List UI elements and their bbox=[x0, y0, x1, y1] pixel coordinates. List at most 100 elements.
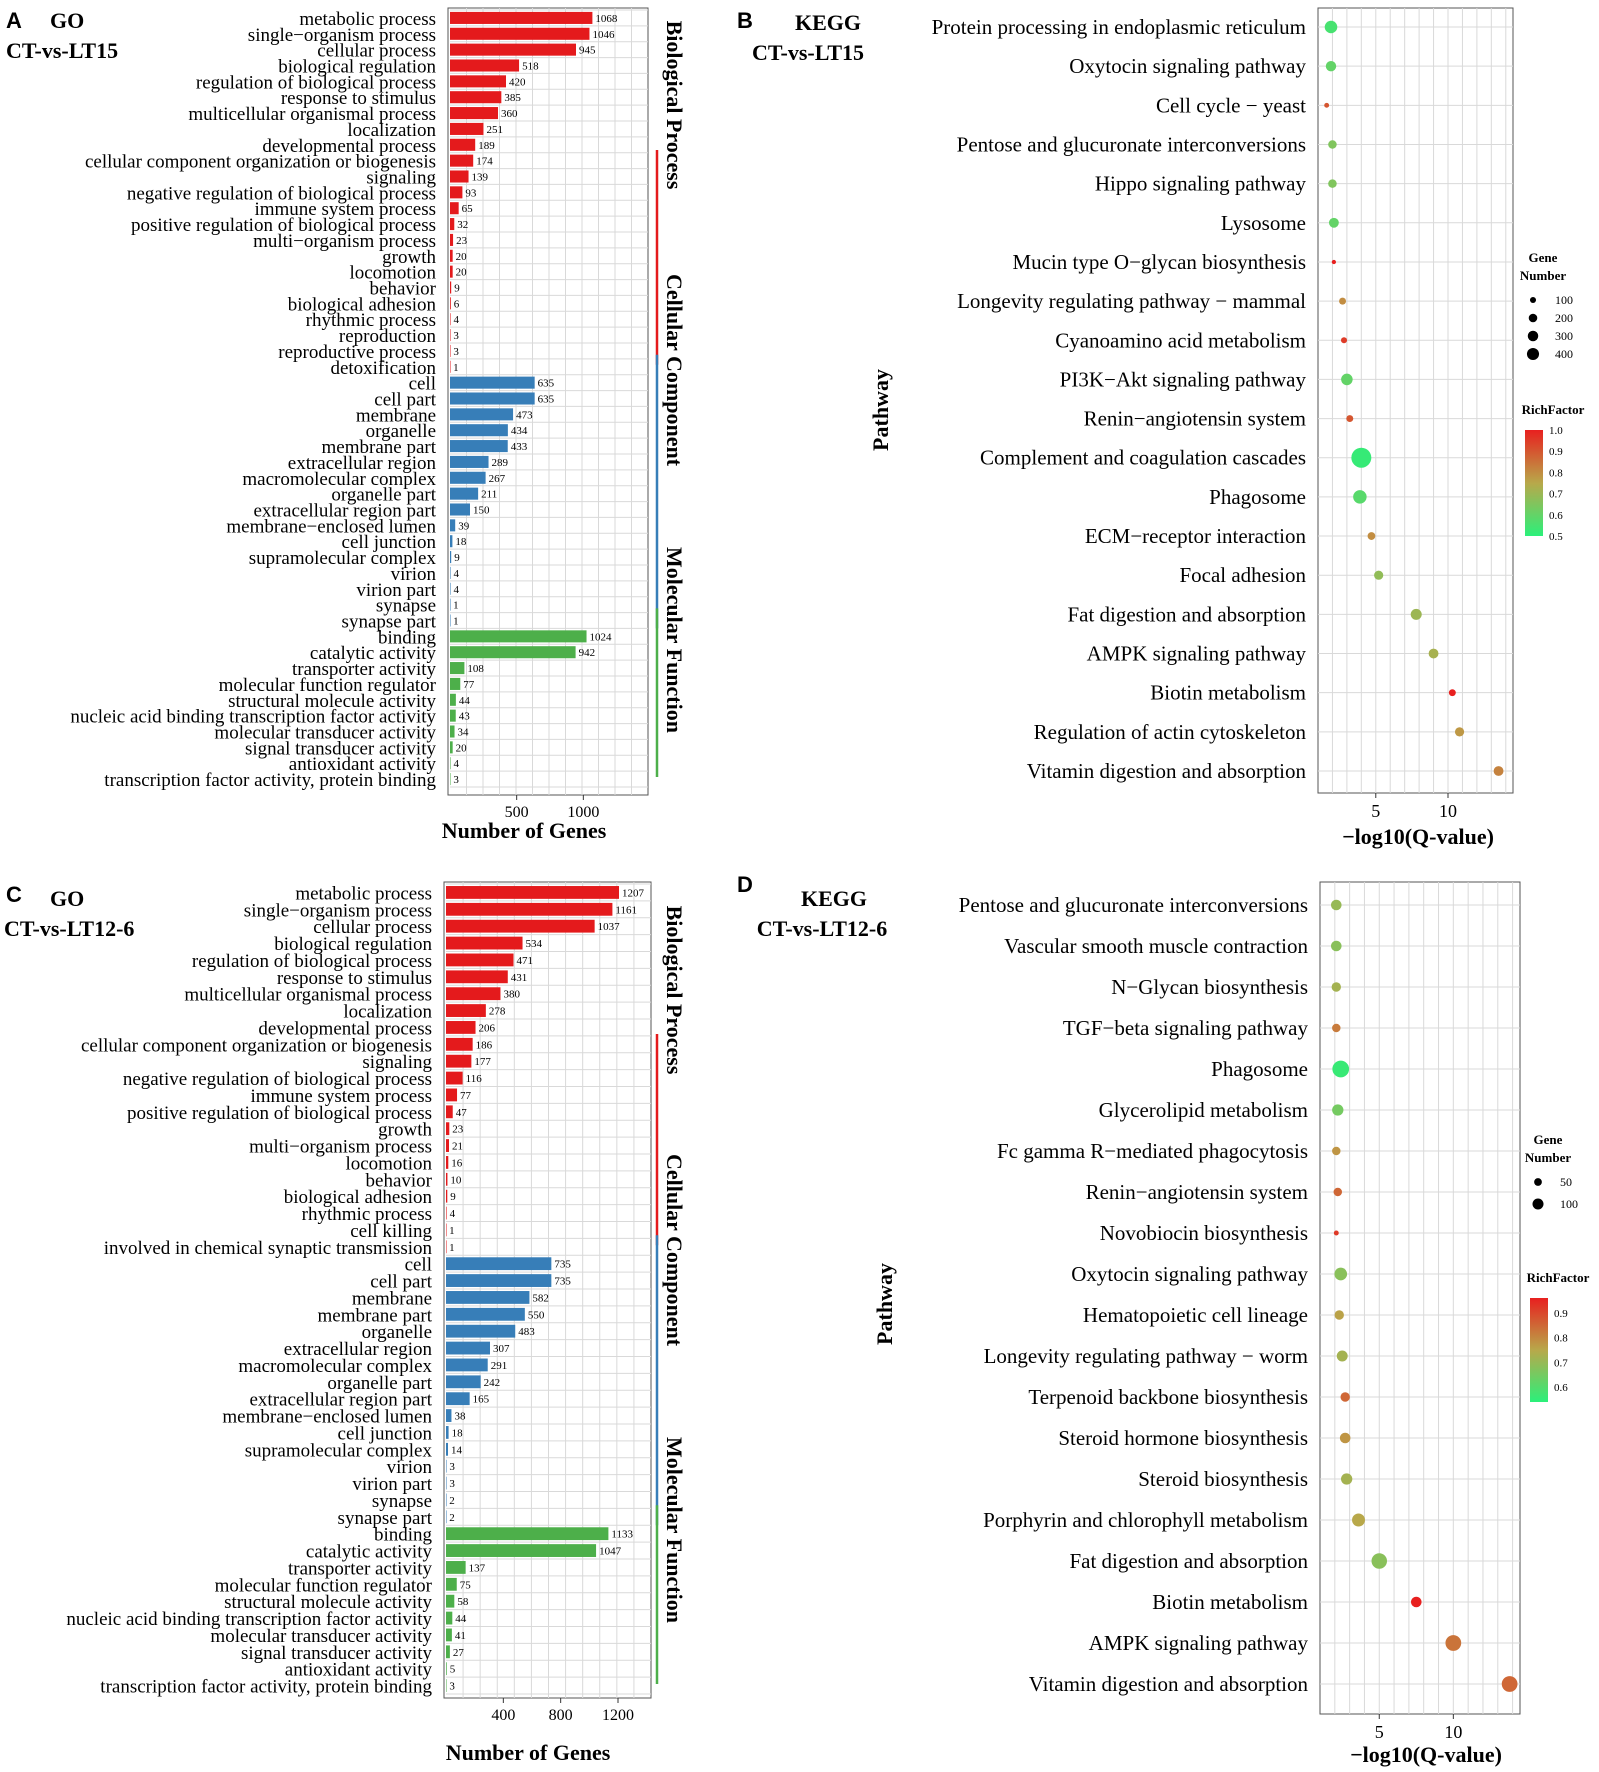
panel-b-y-axis-label: Pathway bbox=[868, 369, 893, 451]
bar-extracellular-region-part bbox=[450, 503, 470, 516]
category-label: localization bbox=[347, 120, 436, 141]
pathway-label: Terpenoid backbone biosynthesis bbox=[1028, 1385, 1308, 1409]
value-label: 150 bbox=[473, 505, 490, 517]
category-label: involved in chemical synaptic transmissi… bbox=[104, 1238, 433, 1259]
bar-virion-part bbox=[446, 1476, 447, 1490]
point-oxytocin-signaling-pathway bbox=[1334, 1267, 1348, 1281]
category-label: structural molecule activity bbox=[228, 691, 436, 712]
category-label: virion bbox=[387, 1457, 433, 1478]
color-legend-bar bbox=[1525, 430, 1543, 536]
pathway-label: Phagosome bbox=[1209, 485, 1306, 509]
x-tick-label: 5 bbox=[1371, 801, 1380, 821]
pathway-label: Steroid biosynthesis bbox=[1138, 1467, 1308, 1491]
bar-transcription-factor-activity-protein-binding bbox=[446, 1679, 447, 1692]
value-label: 20 bbox=[456, 742, 468, 754]
bar-rhythmic-process bbox=[450, 313, 451, 326]
bar-immune-system-process bbox=[446, 1088, 458, 1102]
category-label: transcription factor activity, protein b… bbox=[100, 1677, 432, 1698]
bar-extracellular-region-part bbox=[446, 1392, 470, 1406]
bar-binding bbox=[450, 630, 587, 643]
category-label: growth bbox=[378, 1120, 432, 1141]
pathway-label: PI3K−Akt signaling pathway bbox=[1060, 367, 1307, 391]
category-label: binding bbox=[378, 627, 437, 648]
bar-cell bbox=[446, 1257, 552, 1271]
value-label: 116 bbox=[466, 1073, 483, 1085]
pathway-label: Cell cycle − yeast bbox=[1156, 93, 1306, 117]
pathway-label: Oxytocin signaling pathway bbox=[1071, 1262, 1308, 1286]
category-label: molecular function regulator bbox=[215, 1575, 433, 1596]
category-label: negative regulation of biological proces… bbox=[127, 183, 436, 204]
panel-a-grid bbox=[450, 8, 648, 795]
category-label: multicellular organismal process bbox=[188, 104, 436, 125]
panel-d: D KEGG CT-vs-LT12-6 Pentose and glucuron… bbox=[737, 872, 1590, 1767]
category-label: signal transducer activity bbox=[241, 1643, 432, 1664]
point-vitamin-digestion-and-absorption bbox=[1501, 1676, 1518, 1692]
category-label: response to stimulus bbox=[281, 88, 436, 109]
panel-a-title: GO bbox=[50, 8, 84, 33]
point-ampk-signaling-pathway bbox=[1445, 1635, 1462, 1651]
color-legend-tick: 0.7 bbox=[1549, 489, 1563, 501]
bar-supramolecular-complex bbox=[450, 551, 452, 564]
panel-b-x-axis-label: −log10(Q-value) bbox=[1342, 824, 1494, 849]
bar-binding bbox=[446, 1527, 609, 1541]
category-label: antioxidant activity bbox=[285, 1660, 433, 1681]
bar-immune-system-process bbox=[450, 202, 459, 215]
bar-multicellular-organismal-process bbox=[446, 987, 501, 1001]
bar-molecular-transducer-activity bbox=[450, 725, 455, 738]
color-legend-tick: 0.8 bbox=[1554, 1333, 1568, 1345]
point-novobiocin-biosynthesis bbox=[1333, 1230, 1339, 1236]
category-label: transporter activity bbox=[292, 659, 437, 680]
bar-signal-transducer-activity bbox=[450, 741, 453, 754]
category-label: signal transducer activity bbox=[245, 738, 436, 759]
bar-signal-transducer-activity bbox=[446, 1645, 450, 1659]
pathway-label: Regulation of actin cytoskeleton bbox=[1034, 720, 1307, 744]
category-label: cellular process bbox=[313, 917, 432, 938]
bar-synapse-part bbox=[446, 1510, 447, 1524]
category-label: membrane−enclosed lumen bbox=[226, 516, 436, 537]
category-label: organelle part bbox=[327, 1373, 432, 1394]
category-label: cell part bbox=[370, 1272, 432, 1293]
bar-antioxidant-activity bbox=[446, 1662, 447, 1676]
value-label: 483 bbox=[518, 1326, 535, 1338]
pathway-label: Focal adhesion bbox=[1179, 563, 1306, 587]
color-legend-tick: 1.0 bbox=[1549, 425, 1563, 437]
value-label: 550 bbox=[528, 1309, 545, 1321]
panel-b: B KEGG CT-vs-LT15 Protein processing in … bbox=[737, 7, 1585, 849]
pathway-label: Biotin metabolism bbox=[1152, 1590, 1308, 1614]
group-label-cellular-component: Cellular Component bbox=[662, 274, 687, 467]
bar-cell bbox=[450, 376, 535, 389]
point-complement-and-coagulation-cascades bbox=[1351, 447, 1372, 468]
value-label: 16 bbox=[451, 1157, 463, 1169]
point-phagosome bbox=[1353, 490, 1367, 504]
size-legend-dot bbox=[1528, 313, 1538, 323]
bar-transporter-activity bbox=[450, 662, 465, 675]
point-terpenoid-backbone-biosynthesis bbox=[1340, 1392, 1350, 1402]
value-label: 18 bbox=[455, 536, 467, 548]
category-label: virion part bbox=[356, 580, 436, 601]
category-label: signaling bbox=[362, 1052, 432, 1073]
panel-c-grid bbox=[446, 882, 651, 1698]
panel-b-grid bbox=[1318, 8, 1513, 793]
bar-transporter-activity bbox=[446, 1561, 466, 1574]
category-label: cell junction bbox=[342, 532, 437, 553]
value-label: 420 bbox=[509, 76, 526, 88]
value-label: 34 bbox=[458, 727, 470, 739]
value-label: 434 bbox=[511, 425, 528, 437]
value-label: 3 bbox=[453, 774, 459, 786]
category-label: single−organism process bbox=[248, 25, 436, 46]
bar-single-organism-process bbox=[450, 27, 590, 40]
point-longevity-regulating-pathway-worm bbox=[1336, 1350, 1348, 1362]
bar-synapse-part bbox=[450, 614, 451, 627]
size-legend-title: Gene bbox=[1534, 1132, 1563, 1147]
point-pentose-and-glucuronate-interconversions bbox=[1331, 899, 1342, 911]
color-legend-title: RichFactor bbox=[1522, 402, 1585, 417]
panel-b-points bbox=[1324, 20, 1504, 776]
value-label: 431 bbox=[511, 972, 528, 984]
x-tick-label: 1000 bbox=[567, 804, 599, 821]
value-label: 635 bbox=[538, 394, 555, 406]
category-label: positive regulation of biological proces… bbox=[131, 215, 436, 236]
category-label: organelle part bbox=[331, 485, 436, 506]
category-label: cell bbox=[405, 1255, 432, 1276]
bar-cell-part bbox=[446, 1274, 552, 1287]
value-label: 44 bbox=[459, 695, 471, 707]
